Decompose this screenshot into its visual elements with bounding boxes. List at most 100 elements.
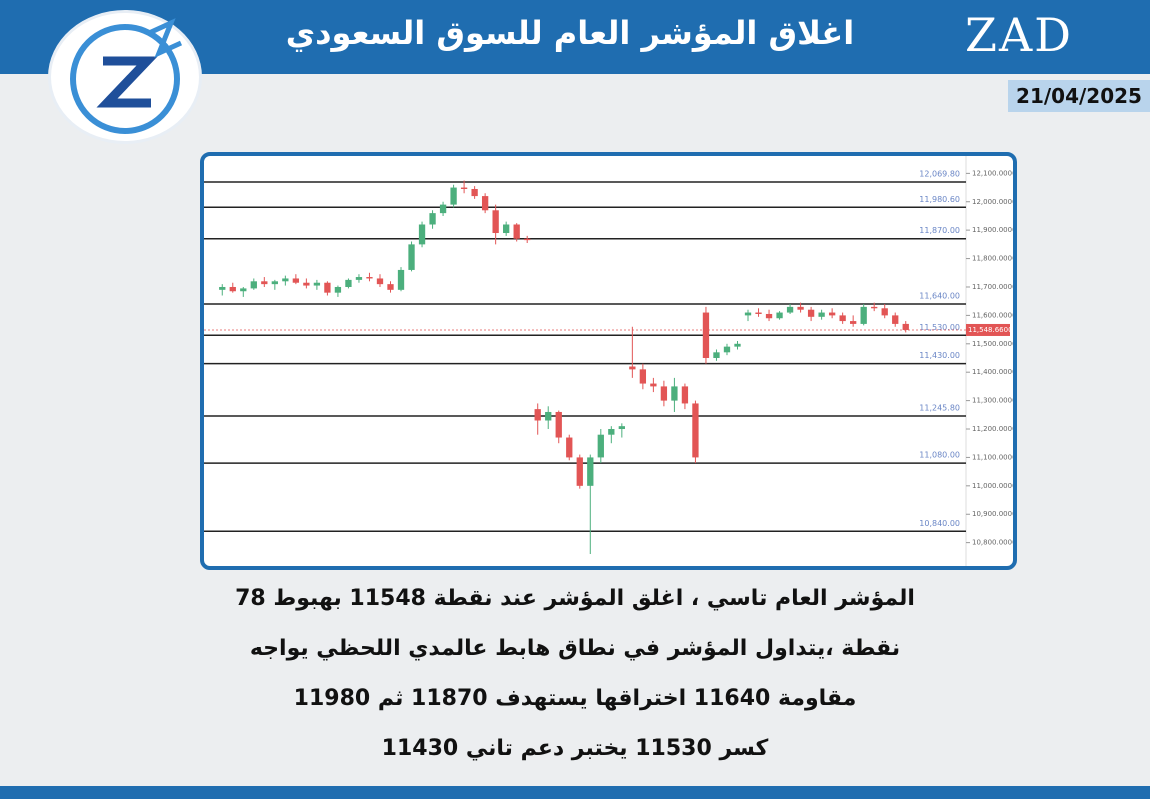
y-tick-label: 11,900.0000 [972,226,1013,234]
candle-body [303,282,310,286]
level-label: 11,430.00 [919,351,960,360]
logo-bolt [147,18,183,58]
candle-body [734,343,741,347]
date: 21/04/2025 [1008,80,1150,112]
candle-body [860,306,867,324]
candle-body [397,269,405,290]
candle-body [229,286,236,292]
candle-body [219,286,226,290]
level-label: 11,870.00 [919,226,960,235]
candle-body [439,204,447,214]
chart-frame: 10,800.0000 10,900.0000 11,000.0000 11,100.… [200,152,1017,570]
candle-body [250,281,257,289]
candle-body [429,213,436,225]
text-line: نقطة ،يتداول المؤشر في نطاق هابط عالمدي … [249,636,901,661]
candle-body [576,457,583,486]
candle-body [629,366,636,370]
y-tick-label: 11,500.0000 [972,340,1013,348]
candle-body [639,369,647,384]
level-label: 11,640.00 [919,292,960,301]
candle-body [313,282,321,286]
y-tick-label: 11,400.0000 [972,368,1013,376]
candle-body [723,346,731,353]
candle-body [702,312,710,358]
candle-body [755,312,762,314]
candle-body [513,224,520,239]
candle-body [892,315,899,324]
candle-body [660,386,668,401]
candle-body [818,312,825,317]
candle-body [566,437,573,458]
text-line: كسر 11530 يختبر دعم تاني 11430 [381,736,769,761]
y-tick-label: 11,600.0000 [972,311,1013,319]
body-text: المؤشر العام تاسي ، اغلق المؤشر عند نقطة… [150,576,1000,776]
candle-body [334,286,342,293]
level-label: 11,980.60 [919,195,960,204]
candle-body [492,210,499,234]
candle-body [850,321,857,324]
candle-body [460,187,468,189]
brand: ZAD [965,8,1074,62]
candle-body [681,386,689,404]
candle-body [545,411,552,421]
candle-body [839,315,846,322]
level-label: 11,530.00 [919,323,960,332]
candle-body [692,403,699,458]
candle-body [555,411,562,438]
y-tick-label: 11,100.0000 [972,453,1013,461]
candle-body [345,279,352,287]
candle-body [797,306,804,310]
chart: 10,800.0000 10,900.0000 11,000.0000 11,100.… [204,156,1013,566]
last-price-label: 11,548.6600 [968,326,1013,334]
y-tick-label: 10,900.0000 [972,510,1013,518]
candle-body [355,277,363,280]
y-tick-label: 12,000.0000 [972,198,1013,206]
y-tick-label: 11,800.0000 [972,255,1013,263]
candle-body [376,278,384,285]
candle-body [871,306,878,309]
candle-body [828,312,836,316]
level-label: 11,245.80 [919,404,960,413]
candle-body [713,352,720,358]
candle-body [650,383,657,387]
header-title: اغلاق المؤشر العام للسوق السعودي [285,14,855,52]
candle-body [765,313,773,319]
candle-body [902,323,909,330]
y-tick-label: 11,700.0000 [972,283,1013,291]
logo-ring [70,24,180,134]
candle-body [608,429,615,435]
candle-body [282,278,289,282]
candle-body [597,434,604,458]
candle-body [807,309,815,317]
candle-body [881,308,888,316]
candle-body [481,196,489,211]
logo-z [96,56,158,108]
candle-body [387,284,394,290]
candle-body [534,409,541,421]
candle-body [587,457,594,486]
candle-body [450,187,457,205]
candle-body [292,278,300,283]
candle-body [418,224,426,245]
candle-body [744,312,752,316]
y-tick-label: 10,800.0000 [972,539,1013,547]
y-tick-label: 11,200.0000 [972,425,1013,433]
candle-body [240,288,247,292]
candle-body [324,282,331,293]
level-label: 11,080.00 [919,451,960,460]
candle-body [271,281,278,285]
level-label: 10,840.00 [919,519,960,528]
candle-body [618,426,625,430]
logo [48,10,202,144]
text-line: المؤشر العام تاسي ، اغلق المؤشر عند نقطة… [235,586,915,611]
candle-body [786,306,794,313]
candle-body [261,281,268,285]
footer-bar [0,786,1150,799]
candle-body [408,244,415,270]
candle-body [503,224,510,234]
level-label: 12,069.80 [919,169,960,178]
candle-body [524,238,531,241]
candle-body [366,277,373,279]
text-line: مقاومة 11640 اختراقها يستهدف 11870 ثم 11… [293,686,857,711]
